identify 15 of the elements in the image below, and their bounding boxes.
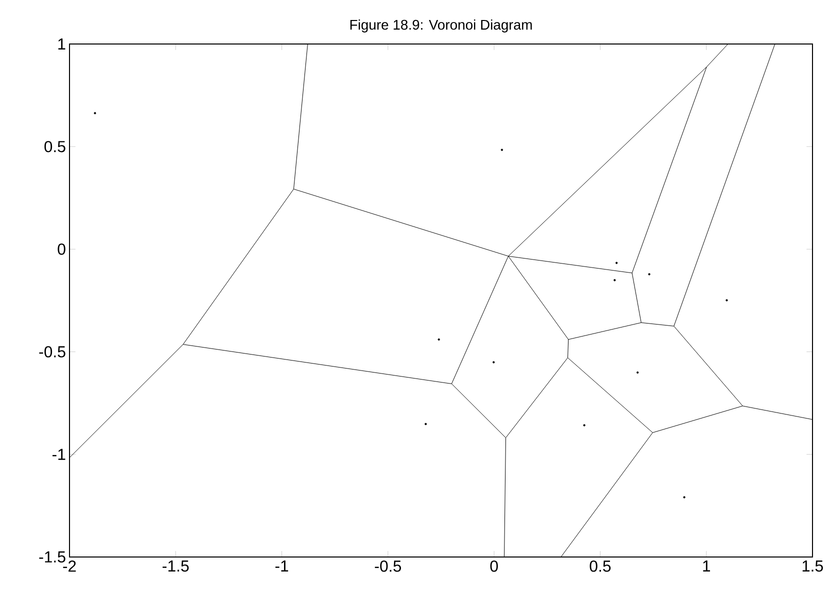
y-tick-label: -1 (52, 448, 66, 460)
x-tick-label: 1.5 (802, 560, 823, 572)
x-tick-label: -2 (63, 560, 76, 572)
x-tick-label: -1 (275, 560, 288, 572)
y-tick-label: -0.5 (39, 346, 66, 358)
chart-title: Figure 18.9: Voronoi Diagram (350, 19, 532, 32)
y-tick-label: 1 (58, 38, 66, 50)
x-tick-label: 1 (703, 560, 710, 572)
x-tick-label: 0.5 (590, 560, 611, 572)
y-tick-label: 0.5 (44, 140, 66, 152)
x-tick-label: -0.5 (374, 560, 401, 572)
y-tick-label: 0 (58, 244, 66, 255)
y-tick-label: -1.5 (39, 551, 66, 563)
x-tick-label: -1.5 (162, 560, 189, 572)
x-tick-label: 0 (490, 560, 498, 572)
